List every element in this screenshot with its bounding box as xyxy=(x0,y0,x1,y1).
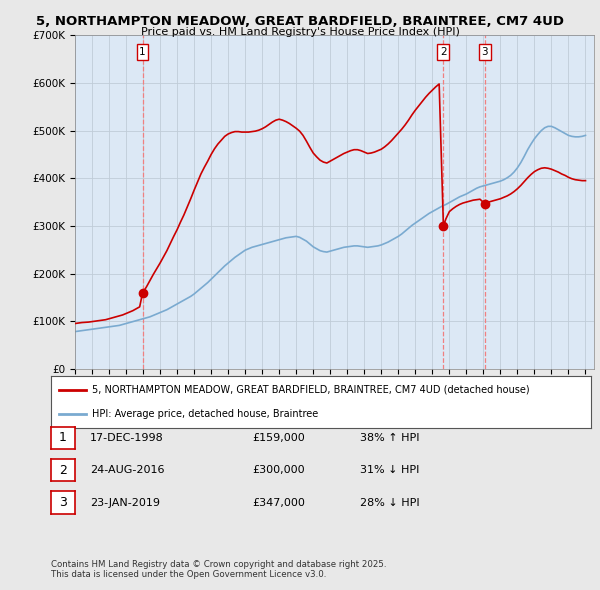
Text: 5, NORTHAMPTON MEADOW, GREAT BARDFIELD, BRAINTREE, CM7 4UD (detached house): 5, NORTHAMPTON MEADOW, GREAT BARDFIELD, … xyxy=(91,385,529,395)
Text: 3: 3 xyxy=(59,496,67,509)
Text: 23-JAN-2019: 23-JAN-2019 xyxy=(90,498,160,507)
Text: 31% ↓ HPI: 31% ↓ HPI xyxy=(360,466,419,475)
Text: 2: 2 xyxy=(440,47,447,57)
Text: 28% ↓ HPI: 28% ↓ HPI xyxy=(360,498,419,507)
Text: 5, NORTHAMPTON MEADOW, GREAT BARDFIELD, BRAINTREE, CM7 4UD: 5, NORTHAMPTON MEADOW, GREAT BARDFIELD, … xyxy=(36,15,564,28)
Text: Contains HM Land Registry data © Crown copyright and database right 2025.
This d: Contains HM Land Registry data © Crown c… xyxy=(51,560,386,579)
Text: 3: 3 xyxy=(481,47,488,57)
Text: 17-DEC-1998: 17-DEC-1998 xyxy=(90,433,164,442)
Text: 1: 1 xyxy=(139,47,146,57)
Text: £159,000: £159,000 xyxy=(252,433,305,442)
Text: £347,000: £347,000 xyxy=(252,498,305,507)
Text: 2: 2 xyxy=(59,464,67,477)
Text: 1: 1 xyxy=(59,431,67,444)
Text: £300,000: £300,000 xyxy=(252,466,305,475)
Text: Price paid vs. HM Land Registry's House Price Index (HPI): Price paid vs. HM Land Registry's House … xyxy=(140,27,460,37)
Text: 24-AUG-2016: 24-AUG-2016 xyxy=(90,466,164,475)
Text: HPI: Average price, detached house, Braintree: HPI: Average price, detached house, Brai… xyxy=(91,409,318,419)
Text: 38% ↑ HPI: 38% ↑ HPI xyxy=(360,433,419,442)
